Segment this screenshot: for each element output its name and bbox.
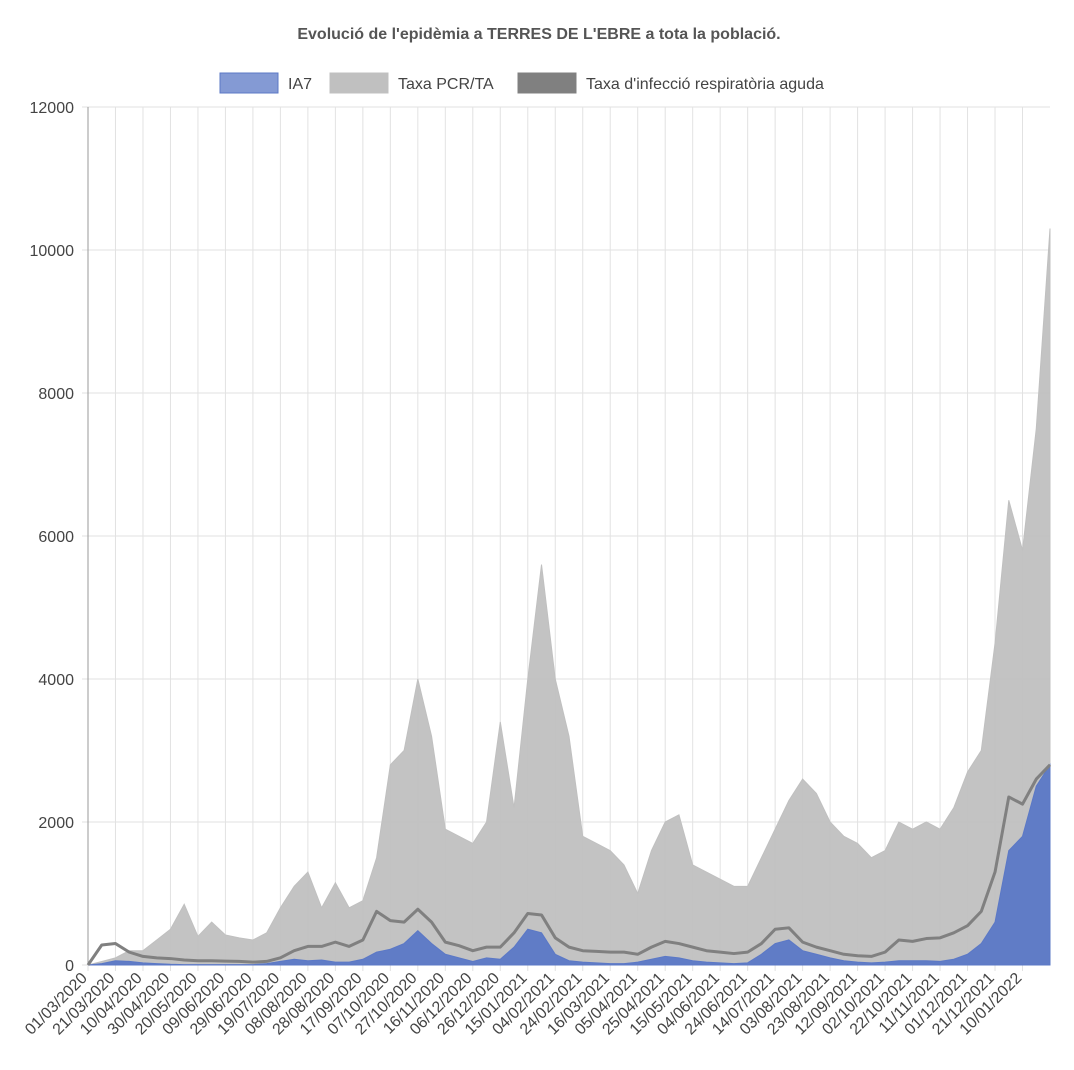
legend-swatch	[517, 72, 577, 94]
line	[86, 763, 1052, 966]
y-tick-label: 4000	[38, 672, 74, 689]
area	[87, 228, 1051, 966]
legend-label: IA7	[288, 76, 312, 93]
legend-label: Taxa PCR/TA	[398, 76, 494, 93]
y-tick-label: 0	[65, 958, 74, 975]
legend-swatch	[329, 72, 389, 94]
legend-label: Taxa d'infecció respiratòria aguda	[586, 76, 824, 93]
y-tick-label: 10000	[30, 243, 75, 260]
legend-swatch	[219, 72, 279, 94]
chart-title: Evolució de l'epidèmia a TERRES DE L'EBR…	[297, 26, 780, 43]
y-tick-label: 6000	[38, 529, 74, 546]
y-tick-label: 12000	[30, 100, 75, 117]
area	[87, 763, 1051, 966]
y-tick-label: 8000	[38, 386, 74, 403]
y-tick-label: 2000	[38, 815, 74, 832]
